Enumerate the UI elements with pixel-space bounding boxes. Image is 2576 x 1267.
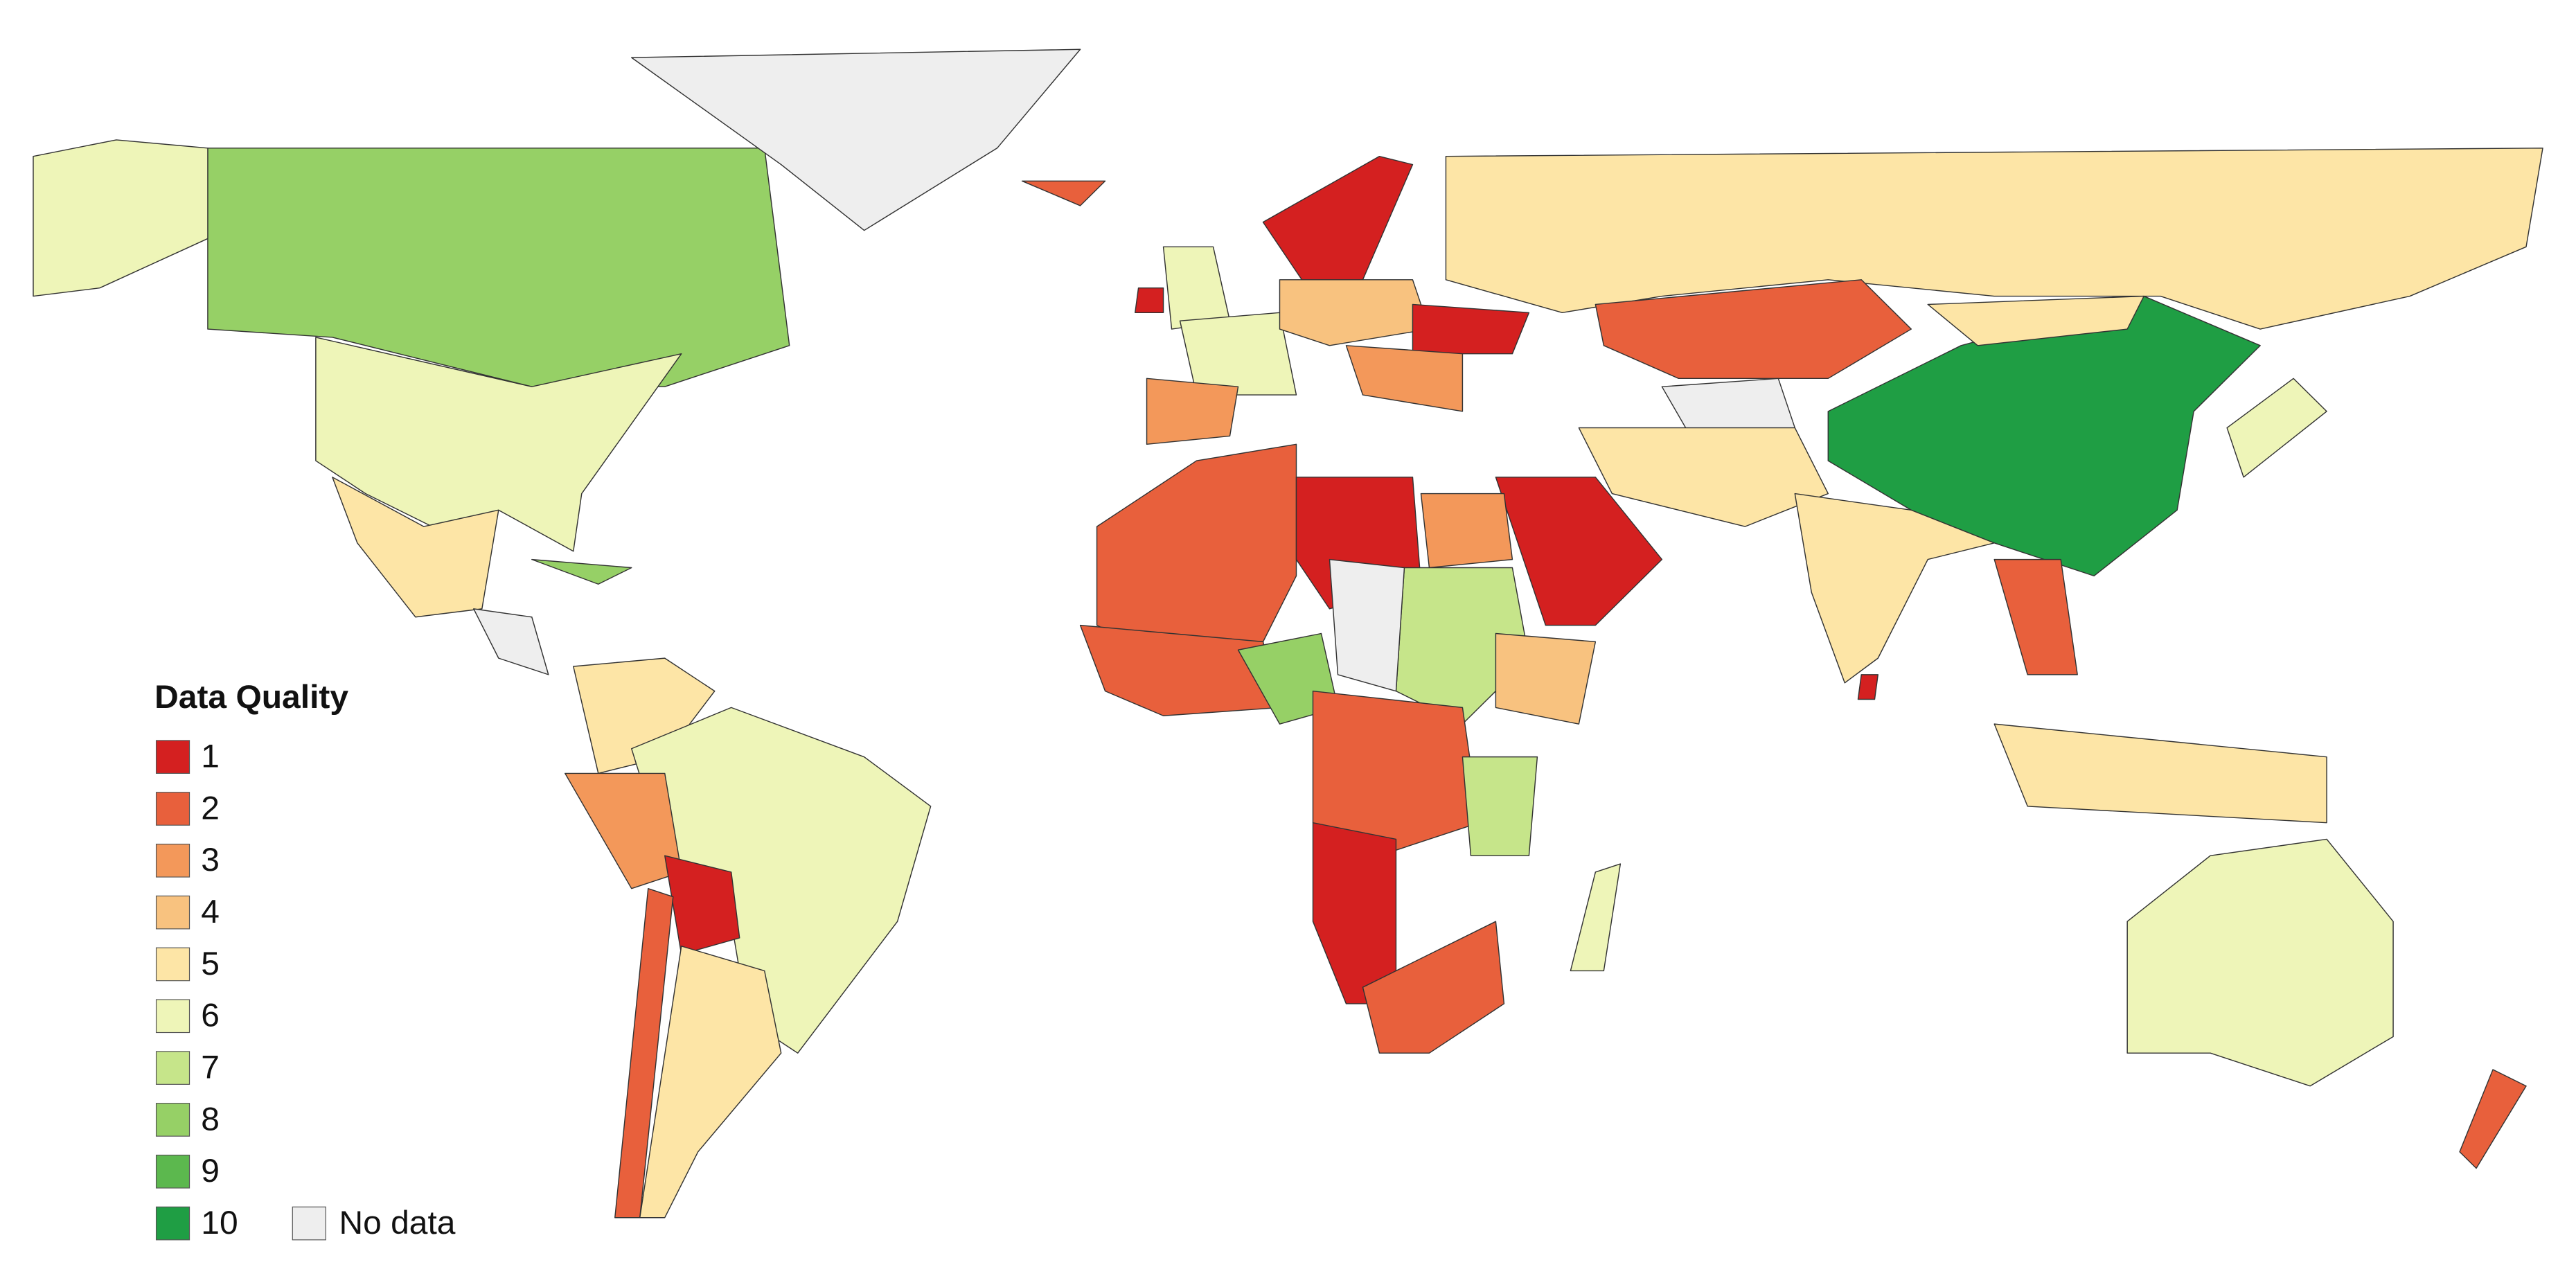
legend-label: 1 bbox=[201, 738, 220, 775]
region bbox=[315, 337, 682, 552]
region bbox=[2459, 1069, 2527, 1169]
region bbox=[1329, 558, 1405, 692]
legend-title: Data Quality bbox=[154, 679, 348, 716]
legend-swatch bbox=[155, 999, 190, 1034]
region bbox=[1570, 863, 1622, 972]
legend-label: 9 bbox=[201, 1153, 220, 1189]
legend-label: 2 bbox=[201, 790, 220, 827]
region bbox=[664, 855, 740, 955]
region bbox=[1345, 345, 1464, 412]
legend-label: 5 bbox=[201, 946, 220, 982]
region bbox=[1857, 674, 1878, 700]
regions bbox=[33, 48, 2543, 1219]
legend-label: 8 bbox=[201, 1101, 220, 1138]
region bbox=[332, 477, 499, 618]
region bbox=[1096, 443, 1297, 659]
region bbox=[639, 946, 782, 1219]
region bbox=[1462, 756, 1538, 856]
legend-swatch bbox=[155, 843, 190, 878]
region bbox=[207, 148, 790, 387]
region bbox=[573, 657, 716, 774]
region bbox=[1495, 477, 1663, 626]
legend-label: 3 bbox=[201, 842, 220, 878]
region bbox=[1162, 246, 1231, 330]
region bbox=[1179, 312, 1297, 396]
legend-label: 10 bbox=[201, 1205, 238, 1241]
region bbox=[33, 139, 208, 297]
region bbox=[1927, 295, 2144, 346]
region bbox=[565, 772, 682, 889]
region bbox=[2126, 838, 2394, 1087]
region bbox=[1312, 690, 1480, 856]
region bbox=[1578, 427, 1829, 527]
region bbox=[631, 48, 1081, 231]
legend-swatch bbox=[155, 740, 190, 774]
region bbox=[1279, 279, 1430, 346]
region bbox=[531, 558, 632, 585]
region bbox=[1362, 921, 1505, 1054]
region bbox=[1993, 558, 2078, 675]
legend-swatch bbox=[292, 1206, 326, 1241]
region bbox=[1412, 303, 1530, 355]
legend-swatch bbox=[155, 1206, 190, 1241]
legend-swatch bbox=[155, 1051, 190, 1085]
region bbox=[1993, 723, 2327, 824]
region bbox=[1445, 148, 2543, 330]
region bbox=[2226, 378, 2327, 478]
region bbox=[1420, 493, 1513, 569]
region bbox=[473, 608, 549, 675]
legend: Data Quality 1 2 3 4 5 6 7 8 9 10 No data bbox=[154, 679, 456, 1241]
legend-swatch bbox=[155, 947, 190, 982]
region bbox=[1495, 632, 1597, 725]
region bbox=[1079, 624, 1281, 716]
region bbox=[1262, 155, 1414, 297]
legend-label: 4 bbox=[201, 894, 220, 930]
legend-label: No data bbox=[339, 1205, 455, 1241]
legend-swatch bbox=[155, 1103, 190, 1137]
region bbox=[1021, 180, 1106, 206]
legend-swatch bbox=[155, 1154, 190, 1189]
region bbox=[1595, 279, 1912, 380]
region bbox=[1794, 493, 1995, 684]
legend-label: 7 bbox=[201, 1049, 220, 1086]
legend-swatch bbox=[155, 792, 190, 826]
legend-label: 6 bbox=[201, 998, 220, 1034]
legend-swatch bbox=[155, 895, 190, 930]
region bbox=[1146, 378, 1239, 445]
region bbox=[1135, 287, 1164, 314]
